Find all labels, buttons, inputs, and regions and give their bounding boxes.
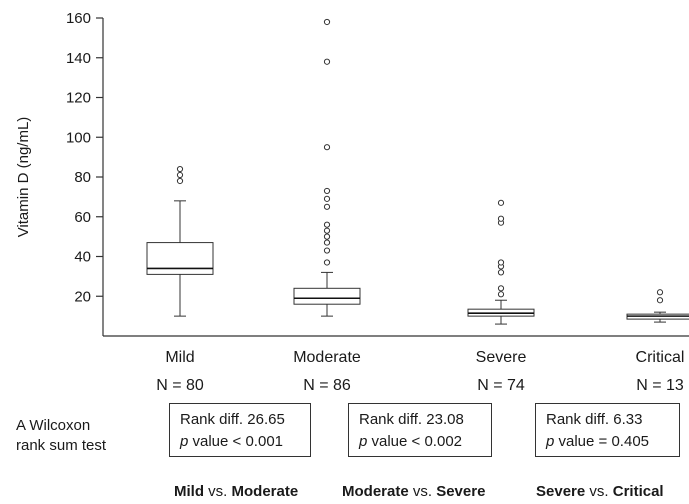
outlier-point-severe	[497, 199, 505, 206]
y-tick-label: 60	[74, 209, 91, 226]
outlier-point-severe	[497, 259, 505, 266]
outlier-point-moderate	[323, 259, 331, 266]
p-value: p value < 0.001	[180, 433, 284, 450]
outlier-point-mild	[176, 177, 184, 185]
outlier-point-moderate	[323, 227, 331, 234]
box-moderate	[293, 287, 361, 305]
outlier-point-moderate	[323, 144, 331, 151]
stat-box-severe-critical: Rank diff. 6.33 p value = 0.405	[535, 403, 680, 457]
test-label-line2: rank sum test	[16, 437, 107, 454]
rank-diff: Rank diff. 26.65	[180, 411, 285, 428]
comparison-label-mild-moderate: Mild vs. Moderate	[174, 483, 299, 500]
y-tick-label: 100	[66, 129, 91, 146]
n-label-severe: N = 74	[477, 377, 525, 394]
outlier-point-mild	[176, 165, 184, 173]
boxplot-chart: 20 40 60 80 100 120 140 160 Vitamin D (ng/mL) Mil…	[15, 10, 689, 394]
outlier-point-critical	[656, 289, 664, 296]
y-tick-label: 140	[66, 50, 91, 67]
test-label: A Wilcoxon rank sum test	[16, 416, 106, 456]
n-label-mild: N = 80	[156, 377, 204, 394]
category-label-moderate: Moderate	[293, 349, 361, 366]
p-value: p value = 0.405	[546, 433, 650, 450]
category-label-critical: Critical	[636, 349, 685, 366]
test-label-line1: A Wilcoxon	[16, 417, 91, 434]
rank-diff: Rank diff. 6.33	[546, 411, 643, 428]
outlier-point-critical	[656, 297, 664, 304]
category-label-severe: Severe	[476, 349, 527, 366]
comparison-label-moderate-severe: Moderate vs. Severe	[342, 483, 486, 500]
outlier-point-moderate	[323, 233, 331, 240]
outlier-point-mild	[176, 171, 184, 179]
outlier-point-moderate	[323, 239, 331, 246]
stat-box-mild-moderate: Rank diff. 26.65 p value < 0.001	[169, 403, 311, 457]
y-tick-label: 20	[74, 288, 91, 305]
outlier-point-severe	[497, 215, 505, 222]
outlier-point-moderate	[323, 247, 331, 254]
category-label-mild: Mild	[165, 349, 194, 366]
outlier-point-moderate	[323, 58, 331, 65]
outlier-point-severe	[497, 291, 505, 298]
comparison-label-severe-critical: Severe vs. Critical	[536, 483, 664, 500]
rank-diff: Rank diff. 23.08	[359, 411, 464, 428]
n-label-critical: N = 13	[636, 377, 684, 394]
y-axis-title: Vitamin D (ng/mL)	[15, 117, 32, 238]
stat-box-moderate-severe: Rank diff. 23.08 p value < 0.002	[348, 403, 492, 457]
outlier-point-moderate	[323, 18, 331, 26]
y-tick-label: 120	[66, 90, 91, 107]
outlier-point-moderate	[323, 203, 331, 210]
y-tick-label: 160	[66, 10, 91, 27]
y-tick-label: 80	[74, 169, 91, 186]
outlier-point-severe	[497, 269, 505, 276]
y-tick-label: 40	[74, 249, 91, 266]
n-label-moderate: N = 86	[303, 377, 351, 394]
p-value: p value < 0.002	[359, 433, 463, 450]
outlier-point-severe	[497, 285, 505, 292]
outlier-point-moderate	[323, 195, 331, 202]
outlier-point-moderate	[323, 221, 331, 228]
outlier-point-moderate	[323, 187, 331, 195]
box-mild	[146, 242, 214, 275]
